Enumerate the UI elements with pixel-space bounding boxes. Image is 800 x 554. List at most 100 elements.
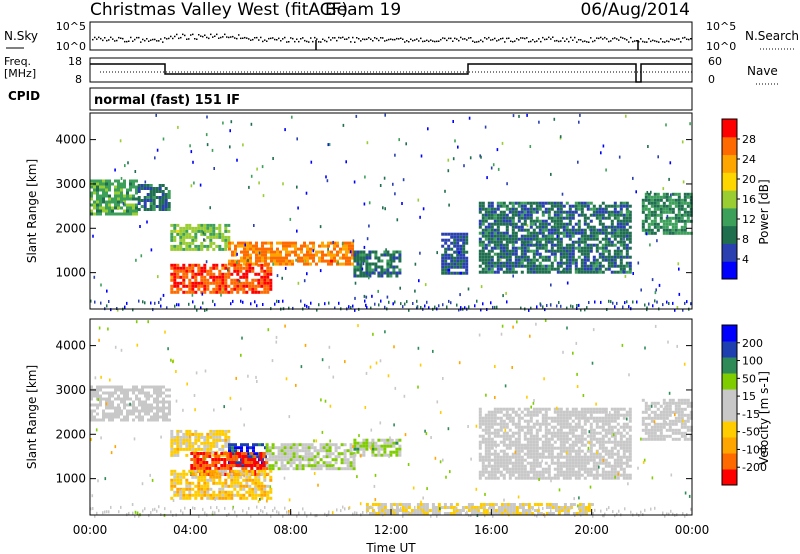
power-cell — [465, 235, 469, 239]
power-cell — [261, 247, 264, 251]
power-cell — [553, 255, 557, 259]
velocity-cell — [505, 443, 509, 447]
power-cell — [108, 197, 111, 201]
power-speck — [377, 289, 379, 293]
velocity-cell — [343, 467, 347, 471]
power-cell — [450, 262, 454, 266]
velocity-cell — [607, 419, 611, 423]
velocity-cell — [170, 481, 174, 485]
power-cell — [619, 210, 623, 214]
power-cell — [117, 188, 120, 192]
velocity-cell — [247, 461, 251, 464]
power-cell — [613, 225, 617, 229]
power-cell — [481, 201, 485, 205]
velocity-cell — [191, 493, 195, 497]
power-cell — [246, 241, 249, 245]
velocity-cell — [496, 476, 500, 480]
velocity-cell — [589, 428, 593, 432]
power-cell — [374, 265, 378, 269]
power-cell — [613, 237, 617, 241]
velocity-cell — [262, 461, 266, 464]
velocity-cell — [245, 484, 249, 488]
velocity-cell — [114, 409, 117, 413]
velocity-cell — [580, 449, 584, 453]
nsky-point — [520, 37, 522, 39]
velocity-cell — [223, 452, 227, 455]
power-cell — [173, 278, 177, 282]
power-cell — [297, 256, 300, 260]
velocity-cell — [230, 490, 234, 494]
power-clutter — [460, 306, 462, 310]
power-cell — [161, 208, 165, 211]
power-cell — [538, 267, 542, 271]
velocity-cell — [153, 415, 156, 419]
power-cell — [604, 255, 608, 259]
nsky-point — [682, 37, 684, 39]
velocity-cell — [224, 484, 228, 488]
velocity-cell — [553, 446, 557, 450]
power-cell — [215, 287, 219, 291]
power-cell — [465, 268, 469, 272]
nsky-point — [562, 37, 564, 39]
velocity-cell — [589, 443, 593, 447]
power-cell — [90, 191, 93, 195]
velocity-cell — [505, 455, 509, 459]
power-speck — [328, 143, 331, 146]
power-cell — [619, 243, 623, 247]
velocity-cell — [301, 455, 305, 459]
nsky-point — [352, 36, 354, 39]
power-cell — [263, 287, 267, 291]
velocity-cell — [310, 455, 314, 459]
power-cell — [303, 256, 306, 260]
velocity-cell — [377, 438, 381, 442]
power-ylabel: Slant Range [km] — [25, 159, 39, 263]
power-cell — [484, 228, 488, 232]
power-speck — [405, 142, 407, 146]
power-cell — [505, 222, 509, 226]
velocity-cell — [239, 493, 243, 497]
velocity-cell — [532, 455, 536, 459]
power-cell — [108, 182, 111, 186]
velocity-cell — [259, 452, 263, 455]
power-cell — [619, 261, 623, 265]
velocity-cell — [185, 493, 189, 497]
power-cell — [662, 219, 666, 223]
velocity-cell — [362, 450, 366, 454]
power-cell — [562, 246, 566, 250]
velocity-cell — [511, 467, 515, 471]
power-cell — [671, 192, 675, 196]
power-cell — [276, 256, 279, 260]
power-speck — [632, 272, 634, 275]
velocity-cell — [613, 461, 617, 465]
velocity-cell — [514, 443, 518, 447]
power-speck — [352, 239, 355, 243]
power-cell — [342, 262, 345, 266]
nsky-point — [596, 37, 598, 39]
nsky-point — [102, 39, 104, 42]
power-cell — [362, 274, 366, 278]
power-cell — [123, 194, 126, 198]
nsky-point — [310, 37, 312, 39]
power-cell — [490, 246, 494, 250]
power-cell — [665, 192, 669, 196]
power-cell — [315, 262, 318, 266]
power-cell — [628, 270, 632, 274]
power-cell — [257, 272, 261, 276]
power-cell — [656, 204, 660, 208]
power-cell — [197, 223, 201, 227]
power-cell — [502, 255, 506, 259]
velocity-cell — [196, 467, 200, 470]
power-cell — [598, 222, 602, 226]
nsky-point — [576, 41, 578, 43]
velocity-cell — [126, 403, 129, 407]
velocity-cell — [260, 496, 264, 500]
power-ytick-label: 4000 — [55, 133, 86, 147]
velocity-cell — [523, 452, 527, 456]
power-cell — [255, 244, 258, 248]
velocity-cell — [261, 458, 264, 462]
nsky-point — [284, 36, 286, 39]
power-clutter — [490, 301, 492, 305]
power-cell — [260, 284, 264, 288]
power-cell — [610, 243, 614, 247]
velocity-cell — [197, 469, 201, 473]
